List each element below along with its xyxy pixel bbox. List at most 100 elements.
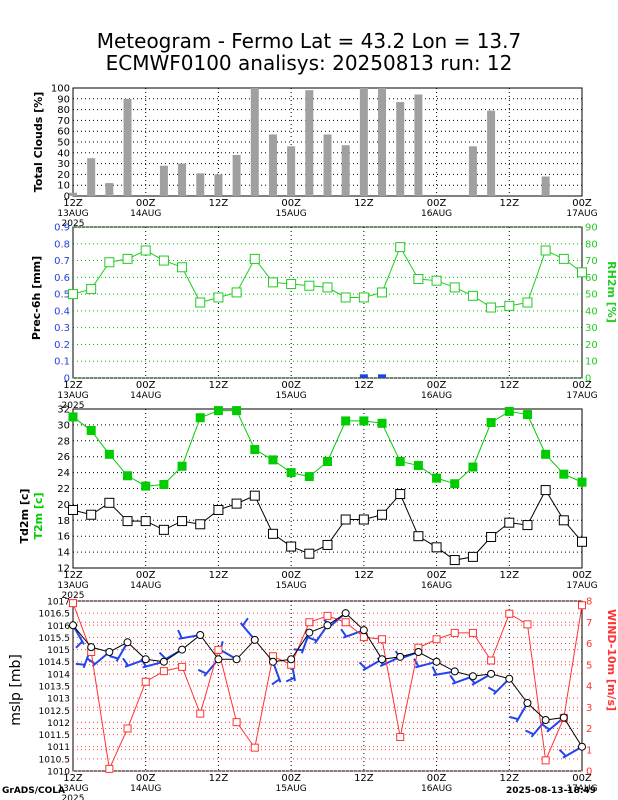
td2m-point xyxy=(486,531,497,542)
rh-point xyxy=(267,277,278,288)
mslp-point xyxy=(105,648,114,656)
tick-label-date: 13AUG xyxy=(57,784,88,794)
mslp-point xyxy=(523,699,532,707)
wind-point xyxy=(105,764,114,773)
cloud-bar xyxy=(541,176,550,196)
wind-point xyxy=(487,656,496,665)
wind-point xyxy=(305,618,314,627)
cloud-bar xyxy=(359,88,368,196)
tick-label-y-right: 5 xyxy=(586,660,592,671)
wind-point xyxy=(159,667,168,676)
cloud-bar xyxy=(487,110,496,196)
tick-label-date: 13AUG xyxy=(57,209,88,219)
t2m-point xyxy=(250,445,260,455)
tick-label-y-right: 50 xyxy=(585,290,598,301)
tick-label-y: 0.9 xyxy=(54,223,70,234)
wind-barb-feather xyxy=(541,723,551,731)
y-axis-label: Prec-6h [mm] xyxy=(30,256,43,340)
tick-label-y: 30 xyxy=(57,420,70,431)
t2m-point xyxy=(413,460,423,470)
tick-label-y: 0.8 xyxy=(54,239,70,250)
tick-label-date: 17AUG xyxy=(566,209,597,219)
tick-label-y-right: 80 xyxy=(585,239,598,250)
tick-label-time: 00Z xyxy=(281,570,301,581)
cloud-bar xyxy=(287,146,296,196)
rh-point xyxy=(577,267,587,278)
wind-point xyxy=(323,611,332,620)
tick-label-y-right: 40 xyxy=(585,306,598,317)
tick-label-date: 14AUG xyxy=(130,209,161,219)
t2m-point xyxy=(268,455,278,465)
t2m-point xyxy=(213,406,223,416)
mslp-point xyxy=(141,655,150,664)
wind-barb-feather xyxy=(271,678,280,686)
wind-point xyxy=(178,662,187,671)
wind-point xyxy=(541,756,550,765)
cloud-bar xyxy=(69,192,77,196)
tick-label-y: 60 xyxy=(57,127,70,138)
mslp-point xyxy=(396,652,405,661)
tick-label-date: 17AUG xyxy=(566,391,597,401)
td2m-point xyxy=(377,509,388,520)
td2m-point xyxy=(540,485,551,496)
tick-label-y: 30 xyxy=(57,159,70,170)
tick-label-time: 00Z xyxy=(427,198,447,209)
td2m-point xyxy=(158,524,169,535)
tick-label-y-right: 8 xyxy=(586,597,592,608)
tick-label-date: 16AUG xyxy=(421,581,452,591)
tick-label-y: 0.5 xyxy=(54,290,70,301)
tick-label-y-right: 30 xyxy=(585,323,598,334)
rh-point xyxy=(177,262,188,273)
y-axis-label: Td2m [c] xyxy=(18,489,31,544)
panel-2 xyxy=(72,226,583,379)
tick-label-date: 14AUG xyxy=(130,581,161,591)
mslp-point xyxy=(250,635,259,644)
cloud-bar xyxy=(305,90,314,196)
t2m-point xyxy=(432,473,442,483)
mslp-point xyxy=(214,655,223,664)
rh-point xyxy=(467,290,478,301)
t2m-point xyxy=(359,416,369,426)
t2m-point xyxy=(304,472,314,482)
rh-point xyxy=(68,289,78,300)
t2m-point xyxy=(86,425,96,435)
tick-label-date: 17AUG xyxy=(566,581,597,591)
wind-point xyxy=(450,628,459,637)
mslp-point xyxy=(287,655,296,664)
t2m-point xyxy=(68,412,78,422)
tick-label-y: 0.7 xyxy=(54,256,70,267)
tick-label-y-right: 1 xyxy=(586,745,592,756)
wind-barb-feather xyxy=(558,748,567,757)
tick-label-date: 16AUG xyxy=(421,209,452,219)
mslp-point xyxy=(159,657,168,666)
tick-label-time: 12Z xyxy=(354,570,374,581)
rh-point xyxy=(431,275,442,286)
wind-barb-feather xyxy=(413,658,420,668)
tick-label-time: 12Z xyxy=(354,198,374,209)
rh-point xyxy=(195,297,206,308)
tick-label-y: 100 xyxy=(51,84,70,95)
tick-label-time: 12Z xyxy=(209,380,229,391)
cloud-bar xyxy=(214,174,223,196)
cloud-bar xyxy=(378,88,387,196)
mslp-point xyxy=(487,669,496,678)
wind-barb-feather xyxy=(340,628,348,638)
tick-label-date: 15AUG xyxy=(276,581,307,591)
tick-label-time: 00Z xyxy=(427,773,447,784)
tick-label-y: 0.4 xyxy=(54,306,70,317)
cloud-bar xyxy=(268,134,277,196)
tick-label-year: 2025 xyxy=(62,794,85,800)
tick-label-time: 00Z xyxy=(427,570,447,581)
td2m-point xyxy=(122,516,133,527)
tick-label-time: 00Z xyxy=(572,380,592,391)
tick-label-time: 12Z xyxy=(63,198,83,209)
wind-barb-feather xyxy=(307,636,318,642)
tick-label-y: 80 xyxy=(57,105,70,116)
tick-label-y-right: 70 xyxy=(585,256,598,267)
tick-label-y-right: 20 xyxy=(585,340,598,351)
td2m-point xyxy=(358,514,369,525)
tick-label-y: 0 xyxy=(64,192,70,203)
wind-point xyxy=(396,733,405,741)
chart-title: Meteogram - Fermo Lat = 43.2 Lon = 13.7 … xyxy=(0,30,618,74)
